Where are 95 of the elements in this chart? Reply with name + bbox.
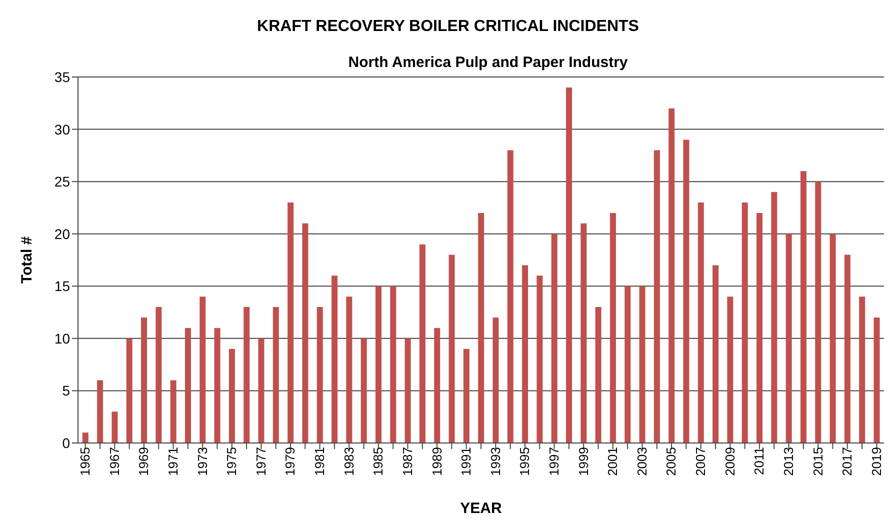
bar (390, 286, 396, 443)
bar (712, 265, 719, 443)
x-tick-label: 2009 (722, 447, 738, 476)
bar (595, 307, 602, 443)
bar (756, 212, 763, 443)
bar (316, 307, 323, 443)
bar (551, 234, 558, 443)
bar (434, 328, 440, 443)
y-tick-label: 30 (54, 121, 70, 138)
chart-subtitle: North America Pulp and Paper Industry (347, 54, 629, 71)
bar (624, 286, 631, 443)
x-tick-label: 2003 (634, 447, 650, 476)
chart-title: KRAFT RECOVERY BOILER CRITICAL INCIDENTS (256, 18, 640, 36)
bar (610, 212, 616, 443)
bar (786, 234, 792, 443)
x-tick-label: 2005 (664, 447, 679, 476)
x-tick-label: 1965 (78, 447, 93, 476)
y-tick-label: 25 (54, 174, 70, 190)
x-tick-label: 1985 (370, 447, 386, 476)
bar (448, 254, 455, 443)
x-tick-label: 2001 (605, 447, 620, 476)
bar (830, 234, 836, 443)
y-tick-label: 5 (62, 382, 70, 399)
x-tick-label: 1977 (253, 447, 268, 476)
bar (184, 328, 191, 443)
bar (463, 348, 470, 443)
x-tick-label: 1969 (136, 447, 152, 476)
bar (126, 338, 132, 443)
x-tick-label: 1973 (194, 447, 210, 476)
bar (272, 307, 279, 443)
bar (332, 276, 338, 443)
x-tick-label: 2013 (780, 447, 796, 476)
bar (698, 202, 704, 443)
bar (478, 212, 484, 443)
bar (742, 202, 748, 443)
x-tick-label: 1987 (400, 447, 415, 476)
bar (668, 108, 675, 443)
x-tick-label: 1983 (341, 447, 356, 476)
x-tick-label: 1967 (106, 447, 122, 476)
y-tick-label: 20 (54, 226, 70, 242)
bar (375, 286, 382, 443)
x-tick-label: 2011 (752, 447, 767, 475)
bar (360, 338, 367, 443)
y-tick-label: 35 (54, 68, 70, 85)
bar (492, 318, 499, 443)
x-tick-label: 2019 (868, 447, 884, 476)
bar (97, 380, 104, 443)
bar (346, 296, 352, 443)
x-tick-label: 1999 (576, 447, 591, 476)
bar (156, 307, 162, 443)
bar (170, 380, 176, 443)
bar (566, 87, 572, 443)
bar (536, 276, 543, 443)
bar (258, 338, 264, 443)
bar (874, 318, 880, 443)
bar (244, 307, 250, 443)
bar (800, 171, 806, 443)
bar (112, 412, 118, 443)
y-tick-label: 0 (62, 434, 70, 451)
bar (844, 254, 850, 443)
y-axis-title: Total # (18, 236, 36, 284)
y-tick-label: 15 (54, 278, 70, 294)
x-tick-label: 2015 (810, 447, 826, 476)
bar (859, 296, 866, 443)
x-tick-label: 1981 (312, 447, 328, 476)
bar (815, 182, 822, 443)
bar (639, 286, 646, 443)
x-tick-label: 1997 (546, 447, 562, 476)
x-tick-label: 2007 (693, 447, 708, 476)
bar (200, 296, 206, 443)
x-tick-label: 1989 (429, 447, 444, 476)
bar (771, 192, 778, 443)
x-tick-label: 1993 (488, 447, 503, 476)
bar (522, 265, 528, 443)
bar (507, 150, 514, 443)
bar (404, 338, 411, 443)
bar (727, 296, 734, 443)
bar (419, 244, 426, 443)
x-tick-label: 1979 (282, 447, 298, 476)
x-tick-label: 1975 (224, 447, 240, 476)
bar (288, 202, 294, 443)
bar (141, 318, 148, 443)
bar (82, 432, 88, 443)
x-tick-label: 1971 (165, 447, 180, 476)
bar (214, 328, 220, 443)
bar (683, 140, 690, 443)
x-axis-title: YEAR (460, 500, 502, 517)
x-tick-label: 1995 (517, 447, 532, 476)
y-tick-label: 10 (54, 330, 70, 346)
x-tick-label: 2017 (840, 447, 855, 476)
bar (228, 348, 235, 443)
bar (654, 150, 660, 443)
bar (302, 223, 308, 443)
bar (580, 223, 587, 443)
x-tick-label: 1991 (458, 447, 474, 476)
